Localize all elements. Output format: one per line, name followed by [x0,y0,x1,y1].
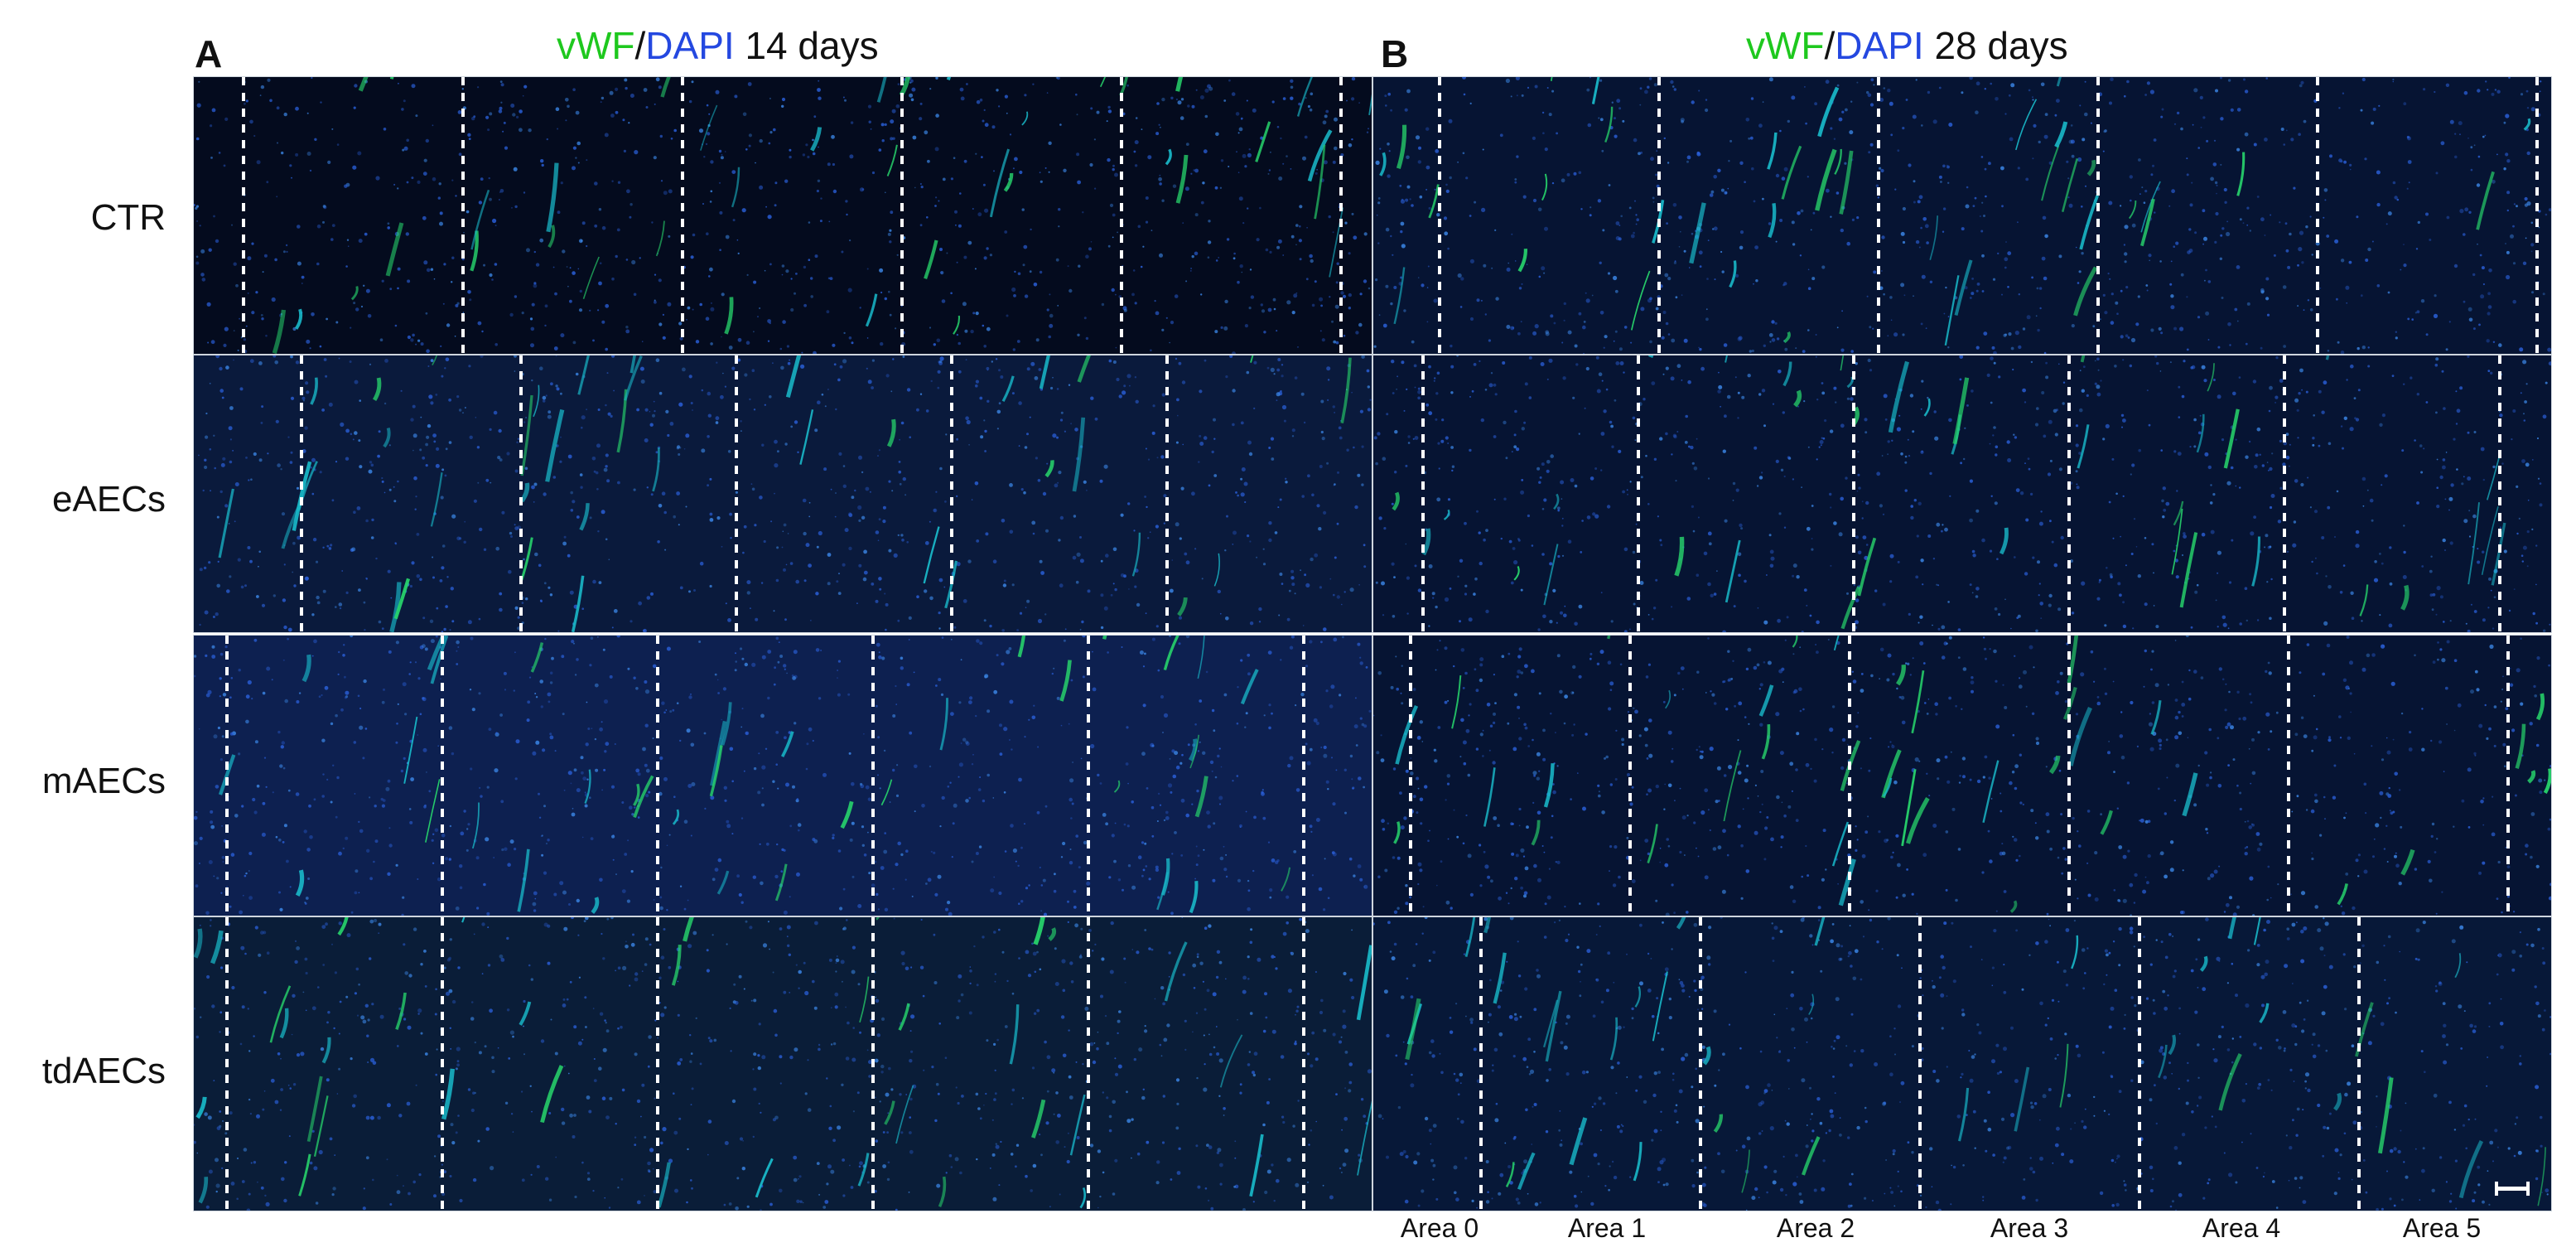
scale-bar-right-cap [2526,1182,2530,1196]
area-label-5: Area 5 [2402,1213,2482,1243]
vwf-stain-label: vWF [557,24,635,67]
micrograph-b-ctr [1372,76,2552,355]
area-label-4: Area 4 [2202,1213,2281,1243]
scale-bar-left-cap [2495,1182,2498,1196]
area-label-0: Area 0 [1400,1213,1479,1243]
row-label-maecs: mAECs [41,761,166,801]
panel-letter-a: A [195,32,223,75]
row-label-ctr: CTR [90,197,166,238]
panel-b-title: vWF/DAPI 28 days [1746,23,2068,68]
micrograph-a-maecs [193,635,1372,916]
area-label-1: Area 1 [1567,1213,1647,1243]
micrograph-a-ctr [193,76,1372,355]
title-separator: / [634,24,646,67]
area-label-2: Area 2 [1776,1213,1855,1243]
micrograph-b-eaecs [1372,355,2552,633]
area-label-3: Area 3 [1990,1213,2069,1243]
vwf-stain-label: vWF [1746,24,1825,67]
dapi-stain-label: DAPI [1835,24,1924,67]
micrograph-a-tdaecs [193,916,1372,1211]
timepoint-label: 14 days [734,24,879,67]
micrograph-b-tdaecs [1372,916,2552,1211]
micrograph-a-eaecs [193,355,1372,633]
timepoint-label: 28 days [1923,24,2068,67]
micrograph-b-maecs [1372,635,2552,916]
row-label-tdaecs: tdAECs [41,1051,166,1091]
dapi-stain-label: DAPI [645,24,735,67]
scale-bar [2495,1187,2530,1191]
title-separator: / [1824,24,1836,67]
panel-letter-b: B [1381,32,1409,75]
panel-a-title: vWF/DAPI 14 days [557,23,879,68]
row-label-eaecs: eAECs [52,479,166,520]
